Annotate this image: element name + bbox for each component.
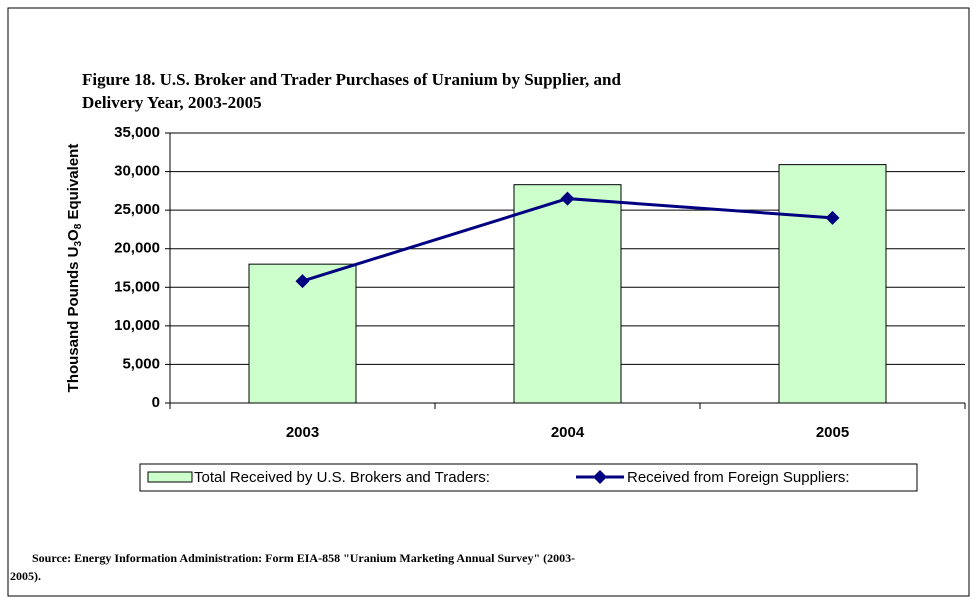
bar: [778, 164, 887, 404]
legend-label: Received from Foreign Suppliers:: [627, 469, 850, 486]
source: Source: Energy Information Administratio…: [32, 551, 575, 565]
source: 2005).: [10, 569, 41, 583]
legend-swatch: [147, 471, 193, 483]
legend-label: Total Received by U.S. Brokers and Trade…: [194, 469, 490, 486]
chart-title: Delivery Year, 2003-2005: [82, 93, 262, 112]
legend: [139, 463, 918, 492]
y-tick-label: 20,000: [114, 240, 160, 257]
y-tick-label: 25,000: [114, 201, 160, 218]
marker: [825, 210, 840, 225]
x-tick-label: 2005: [816, 424, 849, 441]
y-tick-label: 10,000: [114, 317, 160, 334]
x-tick-label: 2004: [551, 424, 585, 441]
y-axis-label: Thousand Pounds U3O8 Equivalent: [65, 144, 84, 393]
y-tick-label: 35,000: [114, 124, 160, 141]
x-tick-label: 2003: [286, 424, 319, 441]
y-tick-label: 30,000: [114, 163, 160, 180]
legend-marker: [593, 470, 607, 484]
y-tick-label: 15,000: [114, 278, 160, 295]
y-tick-label: 0: [152, 394, 160, 411]
marker: [295, 274, 310, 289]
marker: [560, 191, 575, 206]
chart-title: Figure 18. U.S. Broker and Trader Purcha…: [82, 70, 621, 89]
bar: [513, 184, 622, 404]
y-tick-label: 5,000: [122, 355, 160, 372]
